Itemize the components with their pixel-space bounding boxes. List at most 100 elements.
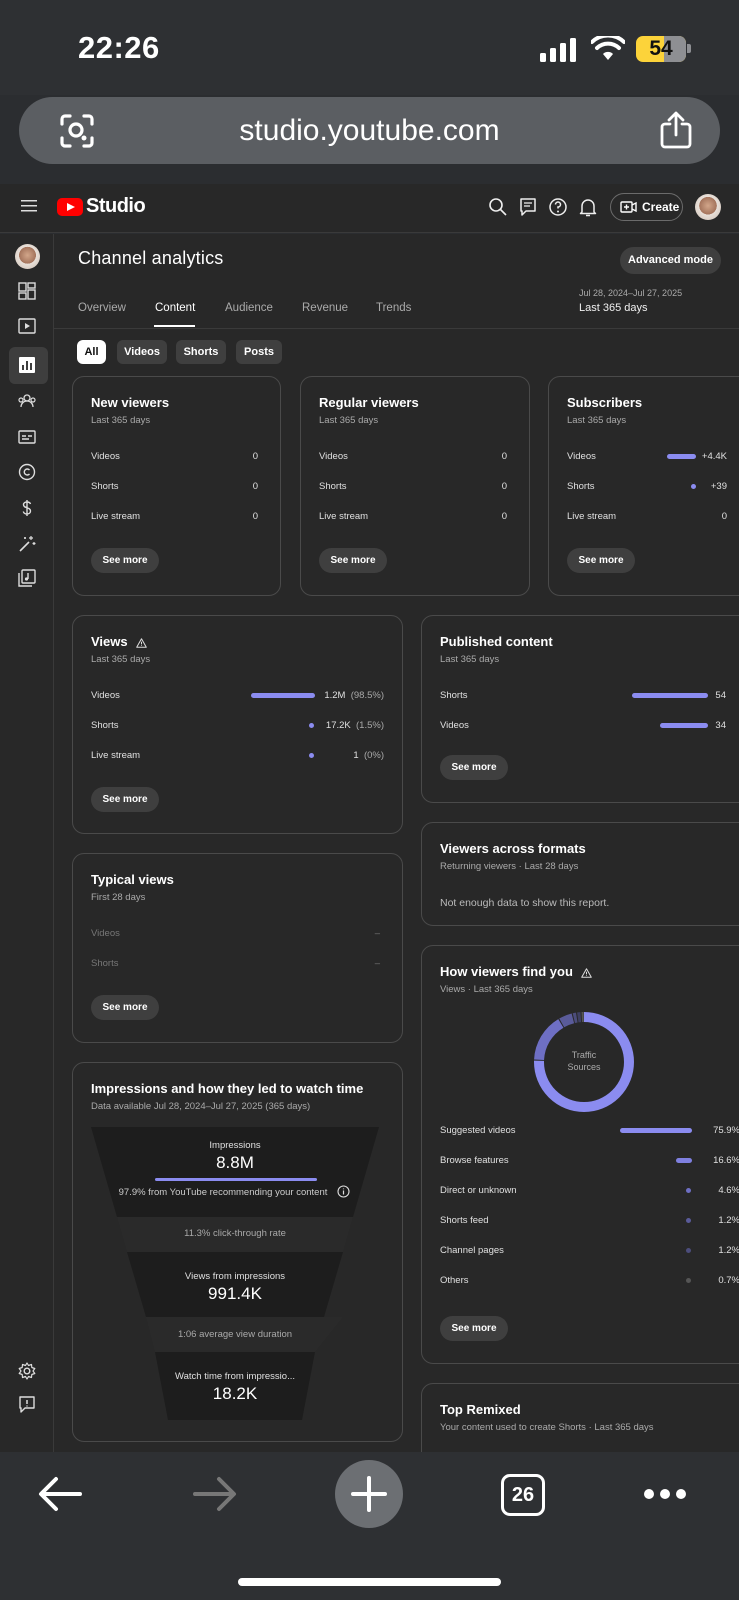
see-more-button[interactable]: See more bbox=[91, 787, 159, 812]
no-data-message: Not enough data to show this report. bbox=[440, 897, 610, 909]
donut-label-1: Traffic bbox=[572, 1050, 597, 1060]
row-value: – bbox=[374, 928, 380, 939]
see-more-button[interactable]: See more bbox=[440, 755, 508, 780]
info-icon[interactable] bbox=[337, 1185, 350, 1198]
typical-views-card: Typical views First 28 days Videos – Sho… bbox=[72, 853, 403, 1043]
watch-time-label: Watch time from impressio... bbox=[174, 1371, 295, 1382]
studio-brand[interactable]: Studio bbox=[86, 195, 146, 217]
impressions-label: Impressions bbox=[209, 1140, 261, 1151]
impressions-note: 97.9% from YouTube recommending your con… bbox=[118, 1187, 328, 1198]
value-pct: (1.5%) bbox=[356, 720, 384, 731]
back-icon[interactable] bbox=[38, 1476, 82, 1512]
tab-revenue[interactable]: Revenue bbox=[302, 302, 349, 314]
date-range-picker[interactable]: Jul 28, 2024–Jul 27, 2025 Last 365 days bbox=[579, 288, 682, 314]
forward-icon[interactable] bbox=[193, 1476, 237, 1512]
card-title: Impressions and how they led to watch ti… bbox=[91, 1081, 364, 1096]
analytics-icon[interactable] bbox=[17, 355, 37, 375]
tabs-button[interactable]: 26 bbox=[501, 1474, 545, 1516]
warning-icon[interactable] bbox=[136, 638, 147, 648]
source-dot bbox=[686, 1248, 691, 1253]
see-more-button[interactable]: See more bbox=[440, 1316, 508, 1341]
source-dot bbox=[686, 1278, 691, 1283]
views-card: Views Last 365 days Videos 1.2M (98.5%) … bbox=[72, 615, 403, 834]
copyright-icon[interactable] bbox=[17, 462, 37, 482]
avg-view-duration-text: 1:06 average view duration bbox=[177, 1329, 293, 1340]
search-icon[interactable] bbox=[487, 196, 509, 218]
row-label: Live stream bbox=[91, 511, 141, 522]
send-feedback-icon[interactable] bbox=[17, 1394, 37, 1414]
filter-chip-videos[interactable]: Videos bbox=[117, 340, 167, 364]
settings-icon[interactable] bbox=[17, 1361, 37, 1381]
menu-icon[interactable] bbox=[21, 199, 37, 213]
tab-content[interactable]: Content bbox=[155, 302, 196, 314]
feedback-icon[interactable] bbox=[517, 196, 539, 218]
row-label: Videos bbox=[567, 451, 596, 462]
dashboard-icon[interactable] bbox=[17, 281, 37, 301]
source-value: 0.7% bbox=[718, 1275, 739, 1286]
channel-avatar[interactable] bbox=[15, 244, 40, 269]
row-value: 0 bbox=[501, 481, 507, 492]
row-label: Videos bbox=[91, 928, 120, 939]
tab-audience[interactable]: Audience bbox=[225, 302, 273, 314]
see-more-button[interactable]: See more bbox=[567, 548, 635, 573]
card-title: Published content bbox=[440, 634, 553, 649]
earn-icon[interactable] bbox=[17, 498, 37, 518]
new-tab-button[interactable] bbox=[335, 1460, 403, 1528]
source-bar bbox=[620, 1128, 692, 1133]
advanced-mode-button[interactable]: Advanced mode bbox=[620, 247, 721, 274]
filter-chip-all[interactable]: All bbox=[77, 340, 106, 364]
content-icon[interactable] bbox=[17, 316, 37, 336]
views-shorts-dot bbox=[309, 723, 314, 728]
community-icon[interactable] bbox=[17, 391, 37, 411]
ios-status-bar: 22:26 54 bbox=[0, 0, 739, 95]
account-avatar[interactable] bbox=[695, 194, 721, 220]
row-value: 0 bbox=[252, 481, 258, 492]
home-indicator[interactable] bbox=[238, 1578, 501, 1586]
row-value: +39 bbox=[710, 481, 727, 492]
create-button[interactable]: Create bbox=[610, 193, 683, 221]
left-nav bbox=[0, 234, 54, 1452]
card-title: New viewers bbox=[91, 395, 170, 410]
tabs-divider bbox=[54, 328, 739, 329]
source-dot bbox=[686, 1188, 691, 1193]
battery-indicator: 54 bbox=[636, 36, 686, 62]
address-bar[interactable]: studio.youtube.com bbox=[19, 97, 720, 164]
warning-icon[interactable] bbox=[581, 968, 592, 978]
value-pct: (98.5%) bbox=[350, 690, 384, 701]
row-label: Live stream bbox=[319, 511, 369, 522]
row-value: 1 (0%) bbox=[353, 750, 384, 761]
filter-chip-posts[interactable]: Posts bbox=[236, 340, 282, 364]
funnel-shape bbox=[91, 1127, 379, 1420]
row-label: Videos bbox=[91, 451, 120, 462]
source-value: 1.2% bbox=[718, 1245, 739, 1256]
more-icon[interactable] bbox=[643, 1488, 687, 1500]
card-title: How viewers find you bbox=[440, 964, 573, 979]
subtitles-icon[interactable] bbox=[17, 427, 37, 447]
value-pct: (0%) bbox=[363, 750, 384, 761]
audio-library-icon[interactable] bbox=[17, 568, 37, 588]
see-more-button[interactable]: See more bbox=[91, 995, 159, 1020]
subscribers-card: Subscribers Last 365 days Videos +4.4K S… bbox=[548, 376, 739, 596]
notifications-icon[interactable] bbox=[577, 196, 599, 218]
help-icon[interactable] bbox=[547, 196, 569, 218]
see-more-button[interactable]: See more bbox=[319, 548, 387, 573]
see-more-button[interactable]: See more bbox=[91, 548, 159, 573]
card-title: Views bbox=[91, 634, 128, 649]
source-value: 1.2% bbox=[718, 1215, 739, 1226]
filter-chip-shorts[interactable]: Shorts bbox=[176, 340, 226, 364]
share-icon[interactable] bbox=[659, 111, 693, 149]
tab-trends[interactable]: Trends bbox=[376, 302, 412, 314]
tab-overview[interactable]: Overview bbox=[78, 302, 126, 314]
customization-icon[interactable] bbox=[17, 534, 37, 554]
impressions-card: Impressions and how they led to watch ti… bbox=[72, 1062, 403, 1442]
card-subtitle: Last 365 days bbox=[91, 654, 151, 665]
date-range-dates: Jul 28, 2024–Jul 27, 2025 bbox=[579, 288, 683, 298]
source-value: 16.6% bbox=[713, 1155, 739, 1166]
source-label: Channel pages bbox=[440, 1245, 504, 1256]
row-label: Live stream bbox=[567, 511, 617, 522]
youtube-logo-icon[interactable] bbox=[57, 198, 83, 216]
camera-search-icon[interactable] bbox=[59, 113, 95, 149]
published-shorts-bar bbox=[632, 693, 708, 698]
row-value: 54 bbox=[715, 690, 726, 701]
main-content: Channel analytics Advanced mode Overview… bbox=[54, 234, 739, 1452]
